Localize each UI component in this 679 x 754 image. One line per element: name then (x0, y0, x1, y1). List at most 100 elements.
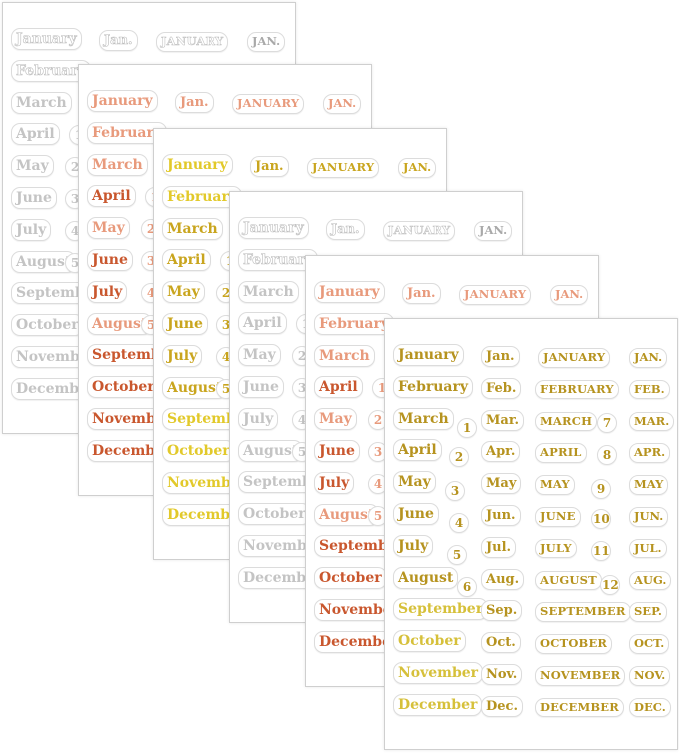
month-sticker-full: January (238, 217, 309, 239)
month-sticker-full: April (314, 376, 363, 399)
month-sticker-abbr: Jun. (481, 505, 521, 526)
month-sticker-full: January (87, 90, 158, 112)
month-sticker-caps: SEPTEMBER (535, 602, 631, 622)
sticker-sheet-gold: January February March April May June July Augu… (384, 318, 678, 750)
month-sticker-short-caps: JAN. (247, 32, 286, 52)
month-sticker-caps: OCTOBER (535, 634, 613, 654)
month-sticker-caps: JANUARY (156, 32, 229, 52)
month-sticker-full: August (238, 439, 304, 462)
month-sticker-full: August (87, 312, 153, 335)
month-sticker-abbr: Jan. (175, 92, 214, 113)
month-sticker-abbr: Sep. (481, 600, 523, 622)
month-sticker-full: June (11, 187, 57, 209)
number-sticker: 3 (445, 481, 465, 501)
month-sticker-full: April (162, 249, 211, 272)
month-sticker-short-caps: NOV. (629, 666, 671, 686)
number-sticker: 10 (591, 509, 611, 529)
month-sticker-full: May (238, 344, 281, 367)
month-sticker-short-caps: JAN. (550, 285, 589, 305)
month-sticker-full: July (393, 534, 434, 557)
month-sticker-short-caps: DEC. (629, 697, 671, 718)
month-sticker-abbr: Jan. (326, 219, 365, 240)
month-sticker-full: June (87, 249, 133, 271)
month-sticker-full: December (393, 693, 483, 716)
month-sticker-abbr: Jan. (99, 30, 138, 51)
month-sticker-caps: AUGUST (535, 570, 602, 591)
number-sticker: 5 (447, 545, 467, 565)
month-sticker-full: February (162, 185, 243, 208)
month-sticker-caps: APRIL (535, 443, 587, 463)
month-sticker-abbr: Jan. (402, 283, 441, 304)
month-sticker-short-caps: JAN. (629, 348, 668, 368)
month-sticker-abbr: Nov. (481, 664, 523, 685)
month-sticker-short-caps: MAR. (629, 411, 675, 432)
month-sticker-full: March (238, 280, 299, 303)
month-sticker-full: March (314, 344, 375, 367)
month-sticker-full: May (162, 281, 205, 304)
month-sticker-full: August (393, 566, 459, 589)
month-sticker-full: March (87, 153, 148, 176)
month-sticker-full: October (393, 630, 466, 653)
month-sticker-full: October (314, 567, 387, 590)
month-sticker-short-caps: JAN. (398, 158, 437, 178)
month-sticker-full: January (162, 154, 233, 176)
month-sticker-full: July (87, 280, 128, 303)
number-sticker: 1 (457, 418, 477, 438)
month-sticker-abbr: Jul. (481, 536, 517, 558)
month-sticker-caps: JANUARY (383, 221, 456, 241)
month-sticker-full: July (11, 218, 52, 241)
month-sticker-abbr: Jan. (481, 346, 520, 367)
month-sticker-full: March (393, 407, 454, 430)
month-sticker-full: August (162, 376, 228, 399)
month-sticker-short-caps: JUN. (629, 507, 669, 527)
month-sticker-full: August (11, 250, 77, 273)
month-sticker-caps: JULY (535, 538, 577, 559)
month-sticker-short-caps: JAN. (474, 221, 513, 241)
month-sticker-caps: MAY (535, 475, 575, 495)
month-sticker-abbr: Jan. (250, 156, 289, 177)
month-sticker-caps: JANUARY (459, 285, 532, 305)
month-sticker-full: January (314, 281, 385, 303)
month-sticker-full: October (11, 314, 84, 337)
month-sticker-full: August (314, 503, 380, 526)
month-sticker-full: April (238, 312, 287, 335)
month-sticker-full: July (314, 471, 355, 494)
month-sticker-full: November (314, 599, 405, 621)
month-sticker-full: April (393, 439, 442, 462)
month-sticker-full: March (162, 217, 223, 240)
number-sticker: 9 (591, 479, 611, 499)
number-sticker: 4 (449, 513, 469, 533)
month-sticker-caps: JANUARY (232, 94, 305, 114)
month-sticker-abbr: Oct. (481, 632, 521, 654)
month-sticker-full: February (87, 121, 168, 144)
month-sticker-full: December (314, 630, 404, 653)
number-sticker: 6 (457, 577, 477, 597)
month-sticker-caps: JANUARY (538, 348, 611, 368)
month-sticker-full: July (162, 344, 203, 367)
month-sticker-full: May (314, 408, 357, 431)
month-sticker-full: May (393, 471, 436, 494)
month-sticker-full: April (11, 123, 60, 146)
month-sticker-short-caps: OCT. (629, 634, 670, 654)
month-sticker-caps: NOVEMBER (535, 666, 626, 686)
month-sticker-short-caps: JAN. (323, 94, 362, 114)
month-sticker-abbr: Apr. (481, 441, 521, 463)
month-sticker-full: May (87, 217, 130, 240)
month-sticker-full: January (11, 28, 82, 50)
month-sticker-full: October (87, 376, 160, 399)
month-sticker-full: January (393, 344, 464, 366)
month-sticker-full: February (314, 312, 395, 335)
month-sticker-abbr: May (481, 473, 522, 495)
month-sticker-short-caps: FEB. (629, 379, 670, 400)
month-sticker-full: May (11, 155, 54, 178)
month-sticker-abbr: Mar. (481, 409, 524, 431)
number-sticker: 7 (597, 413, 617, 433)
month-sticker-full: November (393, 662, 484, 684)
month-sticker-full: April (87, 185, 136, 208)
month-sticker-caps: MARCH (535, 411, 598, 432)
month-sticker-short-caps: AUG. (629, 570, 672, 591)
month-sticker-full: October (238, 503, 311, 526)
number-sticker: 11 (591, 541, 611, 561)
month-sticker-caps: JANUARY (307, 158, 380, 178)
